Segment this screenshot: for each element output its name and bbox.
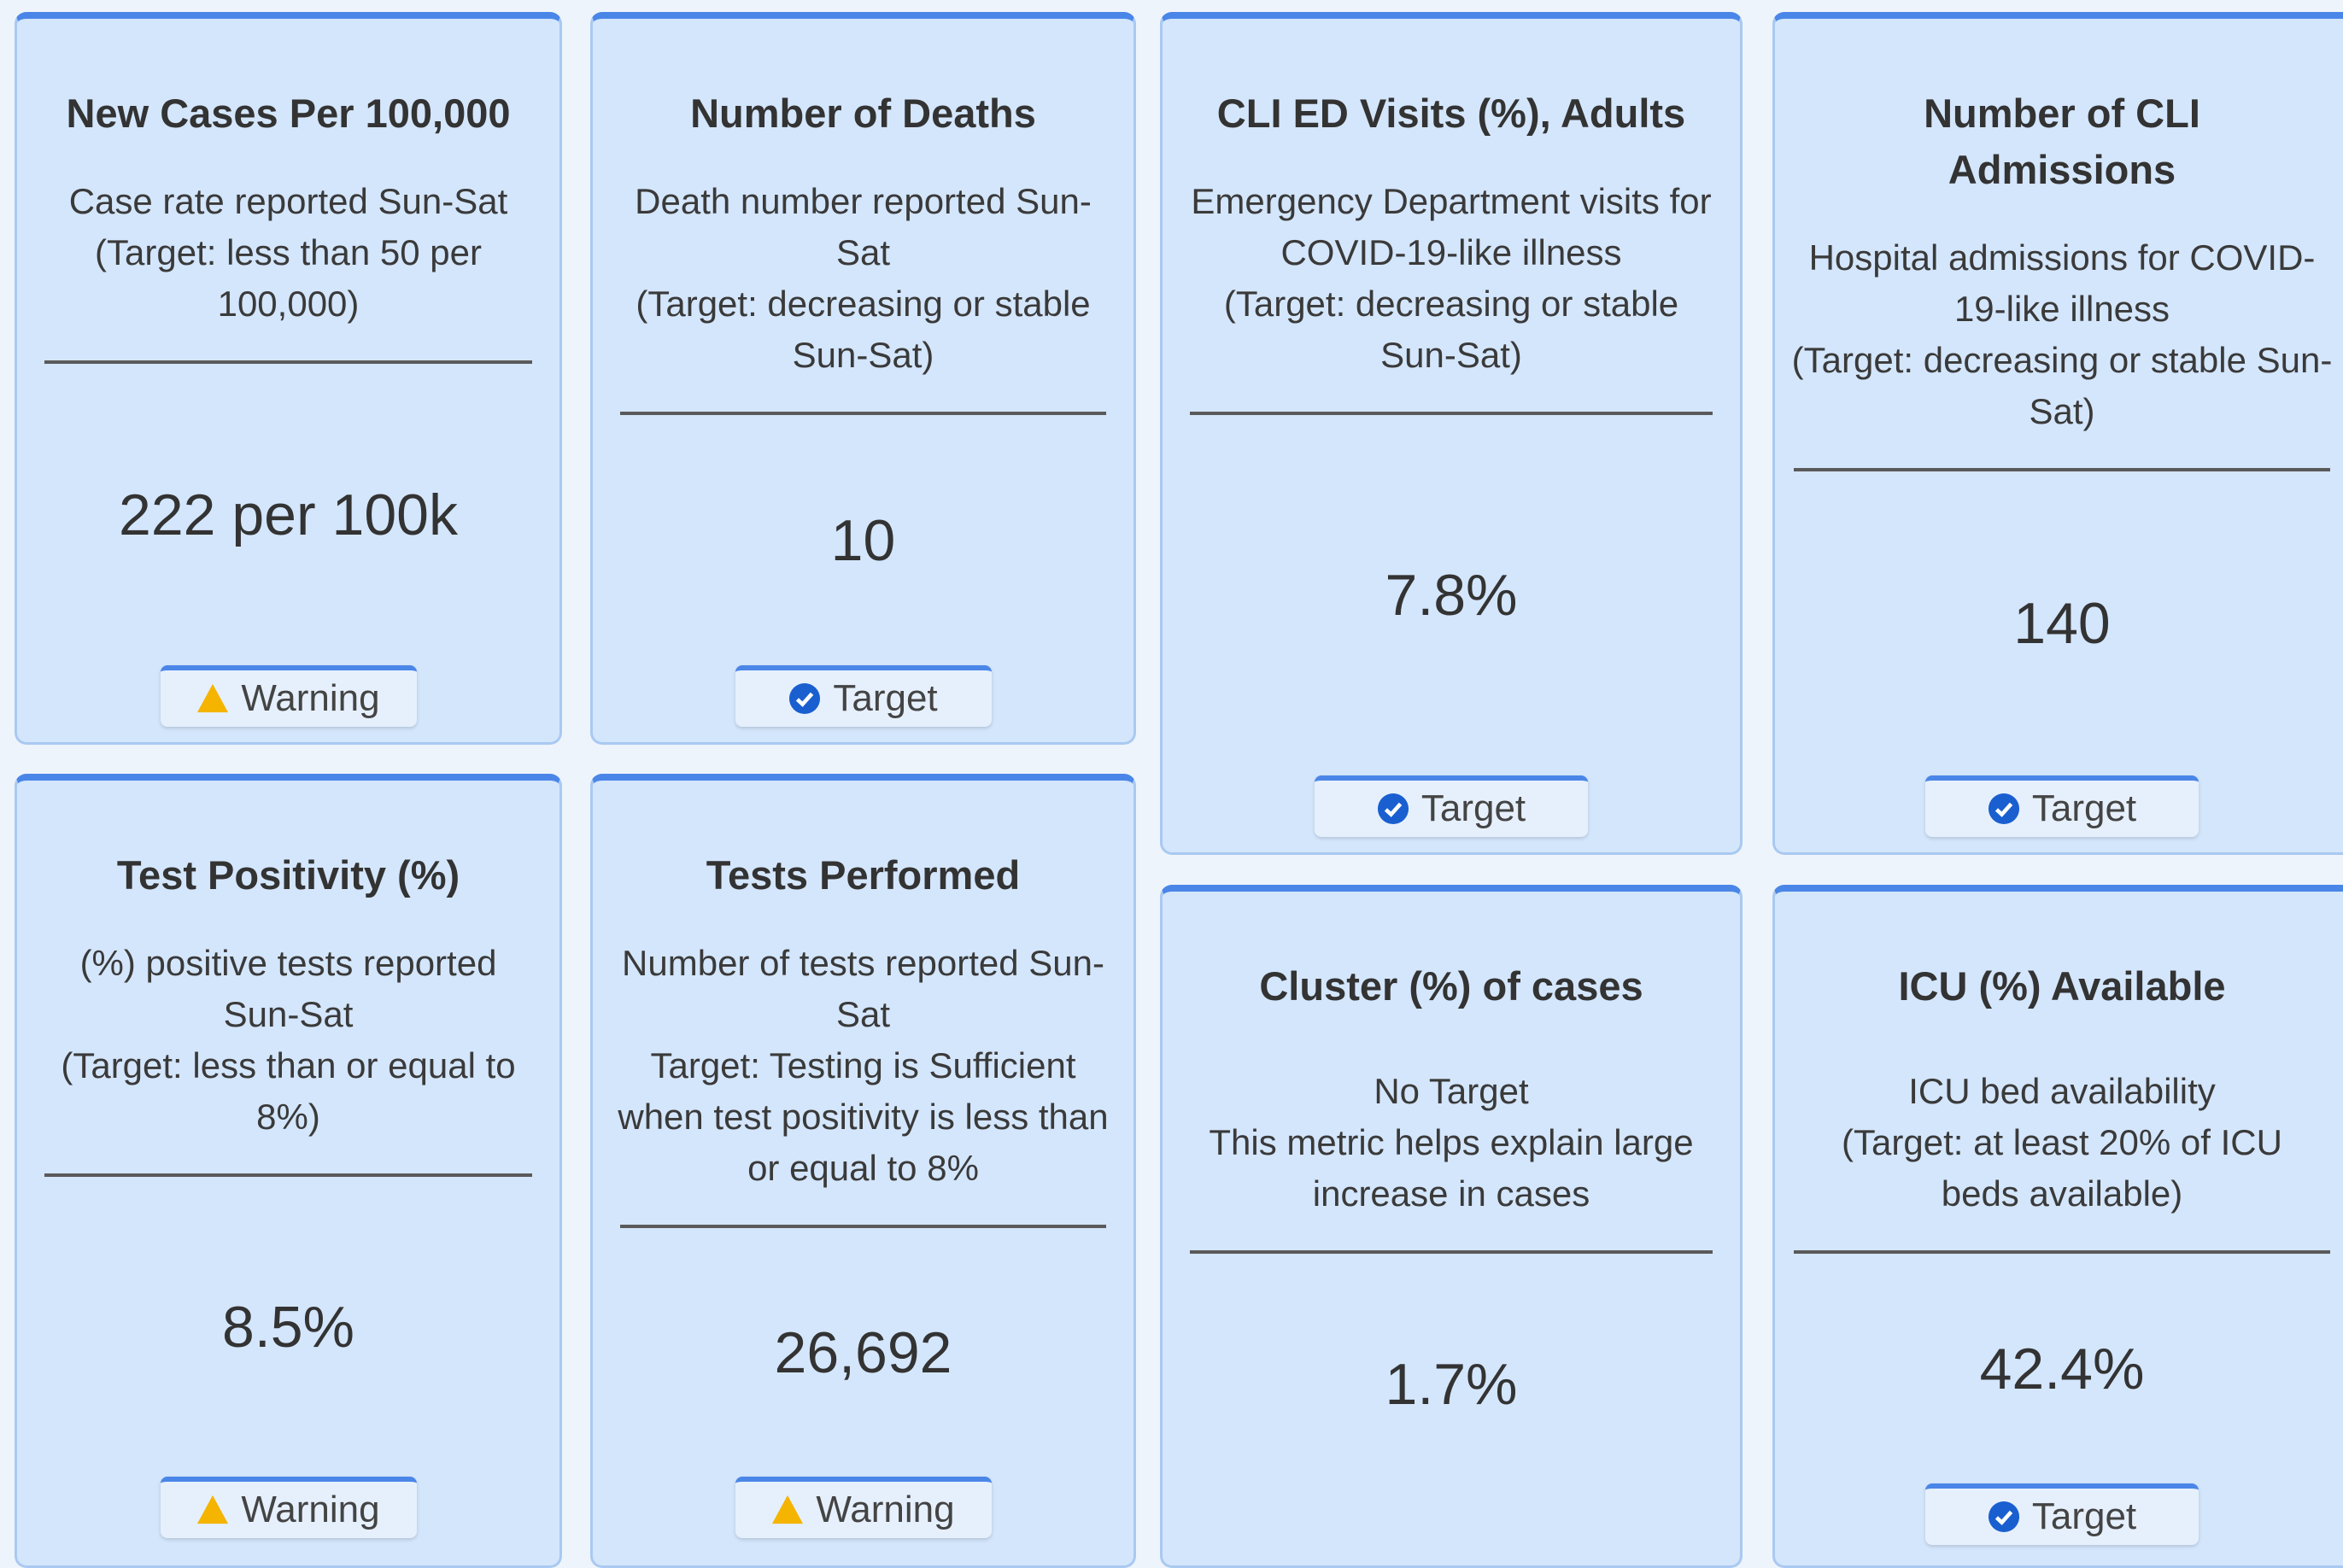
card-description: Hospital admissions for COVID-19-like il…: [1790, 232, 2334, 437]
status-badge[interactable]: Target: [735, 665, 992, 727]
card-description: ICU bed availability (Target: at least 20…: [1790, 1066, 2334, 1220]
status-text: Warning: [241, 1489, 380, 1530]
card-title: Cluster (%) of cases: [1259, 963, 1643, 1009]
divider: [1794, 1250, 2330, 1254]
divider: [620, 412, 1106, 415]
card-description: Case rate reported Sun-Sat (Target: less …: [41, 176, 536, 330]
description-line: No Target: [1374, 1071, 1529, 1111]
card-title: New Cases Per 100,000: [66, 91, 511, 136]
description-line: (Target: less than or equal to 8%): [61, 1045, 516, 1137]
check-icon: [1377, 793, 1409, 825]
description-line: Death number reported Sun-Sat: [635, 181, 1092, 272]
metric-card: New Cases Per 100,000 Case rate reported…: [15, 12, 562, 745]
card-title: ICU (%) Available: [1898, 963, 2226, 1009]
description-line: Hospital admissions for COVID-19-like il…: [1808, 237, 2316, 329]
card-value: 222 per 100k: [119, 482, 458, 547]
description-line: (Target: decreasing or stable Sun-Sat): [636, 284, 1091, 375]
divider: [1190, 1250, 1713, 1254]
description-line: (%) positive tests reported Sun-Sat: [79, 943, 497, 1034]
metric-card: Number of Deaths Death number reported S…: [590, 12, 1136, 745]
card-title: CLI ED Visits (%), Adults: [1216, 91, 1686, 136]
divider: [44, 1173, 532, 1177]
description-line: Target: Testing is Sufficient when test …: [618, 1045, 1109, 1188]
card-description: No Target This metric helps explain large…: [1186, 1066, 1716, 1220]
status-text: Target: [1420, 787, 1526, 829]
card-value: 42.4%: [1979, 1336, 2145, 1401]
metric-card: CLI ED Visits (%), Adults Emergency Depa…: [1160, 12, 1743, 855]
warning-icon: [197, 683, 229, 713]
divider: [1794, 468, 2330, 471]
divider: [1190, 412, 1713, 415]
status-text: Target: [2031, 787, 2137, 829]
card-value: 8.5%: [222, 1294, 354, 1360]
description-line: (Target: decreasing or stable Sun-Sat): [1791, 340, 2333, 431]
status-text: Target: [833, 677, 938, 719]
status-badge[interactable]: Target: [1925, 1483, 2199, 1545]
status-badge[interactable]: Warning: [160, 665, 417, 727]
metric-card: Test Positivity (%) (%) positive tests r…: [15, 774, 562, 1568]
status-badge[interactable]: Warning: [735, 1477, 992, 1538]
description-line: Number of tests reported Sun-Sat: [622, 943, 1104, 1034]
status-badge[interactable]: Target: [1315, 775, 1588, 837]
description-line: This metric helps explain large increase…: [1209, 1122, 1694, 1214]
warning-icon: [197, 1495, 229, 1524]
card-description: Number of tests reported Sun-Sat Target: …: [617, 938, 1110, 1194]
card-description: Emergency Department visits for COVID-19…: [1186, 176, 1716, 381]
divider: [44, 360, 532, 364]
card-value: 1.7%: [1385, 1351, 1518, 1417]
warning-icon: [772, 1495, 804, 1524]
card-value: 140: [2013, 591, 2111, 656]
card-title: Tests Performed: [706, 852, 1021, 898]
card-value: 7.8%: [1385, 563, 1518, 628]
metric-card: Tests Performed Number of tests reported…: [590, 774, 1136, 1568]
status-text: Warning: [241, 677, 380, 719]
metric-card: Number of CLI Admissions Hospital admiss…: [1772, 12, 2343, 855]
status-badge[interactable]: Target: [1925, 775, 2199, 837]
description-line: Case rate reported Sun-Sat: [68, 181, 508, 221]
card-title: Test Positivity (%): [116, 852, 460, 898]
card-description: (%) positive tests reported Sun-Sat (Targ…: [41, 938, 536, 1143]
description-line: (Target: at least 20% of ICU beds availa…: [1842, 1122, 2282, 1214]
card-value: 10: [830, 507, 896, 573]
status-text: Warning: [816, 1489, 955, 1530]
check-icon: [1988, 1501, 2019, 1533]
divider: [620, 1225, 1106, 1228]
status-text: Target: [2031, 1495, 2137, 1537]
check-icon: [789, 682, 821, 715]
check-icon: [1988, 793, 2019, 825]
description-line: ICU bed availability: [1908, 1071, 2216, 1111]
card-description: Death number reported Sun-Sat (Target: de…: [617, 176, 1110, 381]
description-line: (Target: less than 50 per 100,000): [95, 232, 482, 324]
description-line: (Target: decreasing or stable Sun-Sat): [1223, 284, 1679, 375]
description-line: Emergency Department visits for COVID-19…: [1191, 181, 1712, 272]
card-value: 26,692: [774, 1319, 952, 1385]
metric-card: Cluster (%) of cases No Target This metri…: [1160, 885, 1743, 1568]
card-title: Number of CLI Admissions: [1924, 91, 2200, 192]
status-badge[interactable]: Warning: [160, 1477, 417, 1538]
card-title: Number of Deaths: [690, 91, 1036, 136]
metric-card: ICU (%) Available ICU bed availability (T…: [1772, 885, 2343, 1568]
